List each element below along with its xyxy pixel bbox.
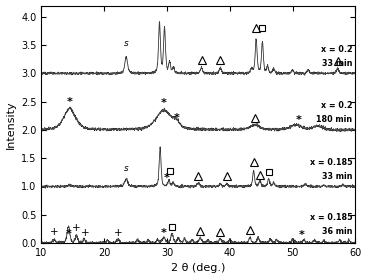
Text: *: * [161, 98, 167, 108]
Text: x = 0.185: x = 0.185 [309, 213, 352, 222]
Text: *: * [296, 115, 302, 125]
Text: *: * [174, 112, 179, 122]
X-axis label: 2 θ (deg.): 2 θ (deg.) [171, 263, 226, 273]
Text: +: + [50, 227, 58, 237]
Text: 33 min: 33 min [322, 59, 352, 68]
Y-axis label: Intensity: Intensity [6, 100, 15, 149]
Text: x = 0.2: x = 0.2 [320, 45, 352, 54]
Text: *: * [164, 173, 170, 183]
Text: s: s [124, 39, 128, 48]
Text: 180 min: 180 min [316, 115, 352, 124]
Text: s: s [124, 165, 128, 174]
Text: +: + [114, 229, 122, 239]
Text: *: * [66, 229, 72, 239]
Text: x = 0.2: x = 0.2 [320, 101, 352, 110]
Text: +: + [72, 223, 81, 233]
Text: 33 min: 33 min [322, 172, 352, 181]
Text: *: * [299, 230, 305, 240]
Text: *: * [161, 228, 167, 238]
Text: +: + [81, 229, 90, 239]
Text: x = 0.185: x = 0.185 [309, 158, 352, 167]
Text: 36 min: 36 min [322, 227, 352, 236]
Text: *: * [67, 97, 73, 107]
